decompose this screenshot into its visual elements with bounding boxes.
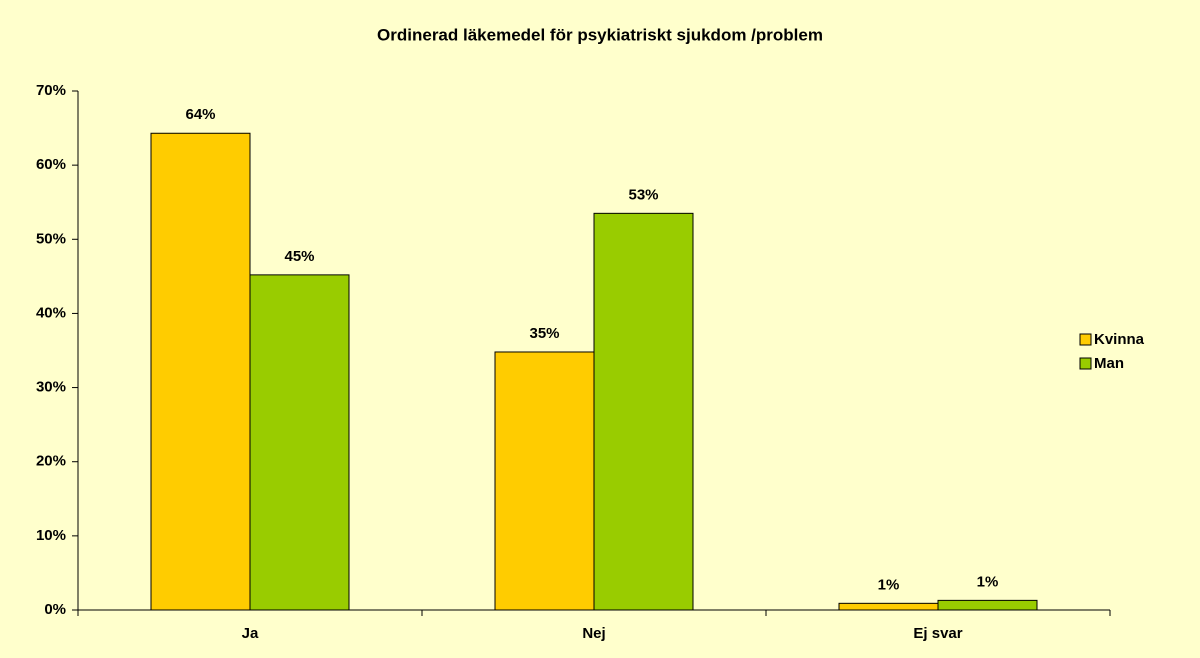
value-label: 53% — [628, 186, 658, 203]
legend-swatch — [1079, 333, 1092, 346]
value-label: 1% — [878, 576, 900, 593]
legend-swatch — [1079, 357, 1092, 370]
x-tick-label: Ja — [242, 625, 259, 642]
y-tick-label: 70% — [36, 82, 66, 99]
value-label: 45% — [284, 248, 314, 265]
x-tick-label: Ej svar — [913, 625, 962, 642]
bar — [593, 212, 694, 611]
bar — [494, 351, 595, 611]
bar — [150, 132, 251, 611]
bar — [937, 599, 1038, 611]
y-tick-label: 0% — [44, 601, 66, 618]
y-tick-label: 30% — [36, 379, 66, 396]
y-tick-label: 20% — [36, 453, 66, 470]
x-tick-label: Nej — [582, 625, 605, 642]
y-tick-label: 50% — [36, 230, 66, 247]
value-label: 35% — [529, 325, 559, 342]
y-tick-label: 40% — [36, 304, 66, 321]
y-tick-label: 60% — [36, 156, 66, 173]
y-tick-label: 10% — [36, 527, 66, 544]
value-label: 1% — [977, 573, 999, 590]
legend-label: Man — [1094, 355, 1124, 372]
bar — [838, 602, 939, 611]
chart-title: Ordinerad läkemedel för psykiatriskt sju… — [377, 25, 823, 44]
legend-label: Kvinna — [1094, 331, 1145, 348]
bar — [249, 274, 350, 611]
value-label: 64% — [185, 106, 215, 123]
